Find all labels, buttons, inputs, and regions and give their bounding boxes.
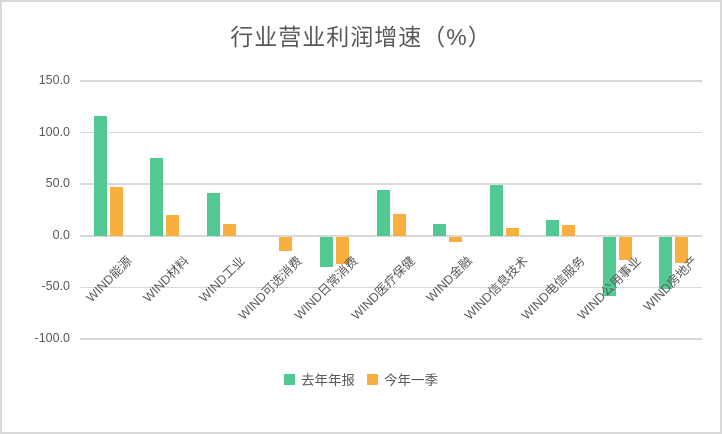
bar-this-quarter	[392, 214, 406, 236]
bar-this-quarter	[562, 225, 576, 236]
y-tick-label: -100.0	[34, 331, 70, 345]
bar-this-quarter	[618, 236, 632, 260]
grid-line	[80, 286, 702, 289]
legend-label-last-year: 去年年报	[301, 373, 355, 388]
bar-last-year	[93, 116, 107, 236]
legend-swatch-last-year	[284, 373, 295, 385]
legend-swatch-this-quarter	[367, 373, 378, 385]
y-tick-label: 150.0	[38, 73, 70, 87]
legend-item-this-quarter: 今年一季	[367, 369, 438, 389]
bar-last-year	[602, 236, 616, 296]
bar-this-quarter	[279, 236, 293, 252]
bar-last-year	[489, 185, 503, 236]
grid-line	[80, 80, 702, 82]
grid-line	[80, 338, 702, 340]
legend-label-this-quarter: 今年一季	[384, 373, 438, 388]
bar-this-quarter	[505, 227, 519, 236]
x-axis-line	[80, 235, 702, 237]
bar-last-year	[546, 220, 560, 236]
chart-title: 行业营业利润增速（%）	[230, 24, 492, 50]
bar-this-quarter	[166, 215, 180, 236]
bar-last-year	[376, 190, 390, 236]
bar-last-year	[150, 158, 164, 236]
legend: 去年年报 今年一季	[2, 369, 720, 389]
bar-this-quarter	[335, 236, 349, 264]
bar-last-year	[319, 236, 333, 267]
legend-item-last-year: 去年年报	[284, 369, 355, 389]
bar-this-quarter	[222, 224, 236, 236]
y-tick-label: 50.0	[45, 176, 70, 191]
bar-this-quarter	[449, 236, 463, 242]
bar-last-year	[433, 224, 447, 236]
y-tick-label: 0.0	[52, 227, 70, 242]
bar-this-quarter	[109, 187, 123, 236]
grid-line	[80, 131, 702, 134]
bar-this-quarter	[675, 236, 689, 263]
bar-last-year	[659, 236, 673, 290]
bar-last-year	[206, 193, 220, 236]
grid-line	[80, 183, 702, 185]
y-tick-label: 100.0	[38, 124, 70, 139]
y-tick-label: -50.0	[41, 279, 71, 294]
